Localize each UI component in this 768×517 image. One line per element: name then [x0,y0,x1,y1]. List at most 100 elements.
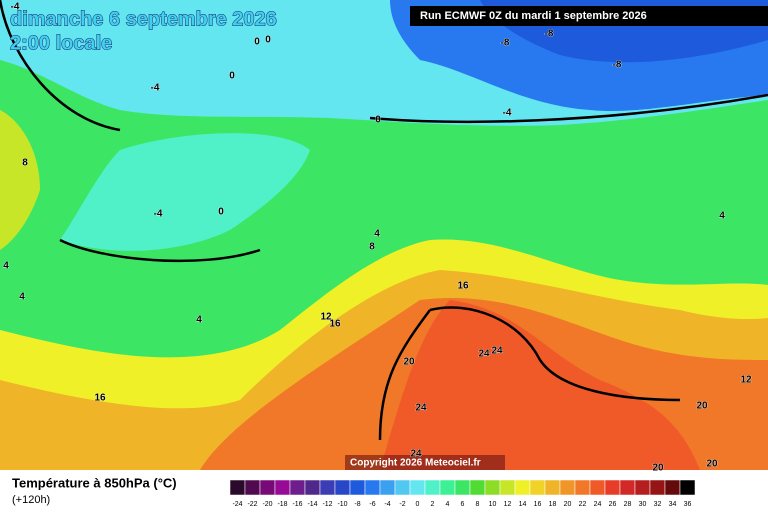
contour-label: 4 [196,315,202,326]
colorbar-label: 20 [564,501,572,508]
colorbar-swatch [409,479,426,496]
colorbar-label: -24 [232,501,242,508]
contour-label: 0 [254,37,260,48]
copyright: Copyright 2026 Meteociel.fr [350,458,481,469]
map-title: dimanche 6 septembre 2026 [10,8,277,30]
colorbar-swatch [454,479,471,496]
contour-label: -8 [545,29,554,40]
contour-label: 4 [3,261,9,272]
contour-label: 8 [369,242,375,253]
contour-label: -4 [154,209,163,220]
contour-label: 24 [410,449,422,460]
contour-label: 4 [19,292,25,303]
colorbar-label: 4 [446,501,450,508]
colorbar-swatch [574,479,591,496]
colorbar-swatch [364,479,381,496]
colorbar-label: 2 [431,501,435,508]
colorbar-label: -10 [337,501,347,508]
map-time: 2:00 locale [10,32,112,54]
colorbar-swatch [604,479,621,496]
colorbar-label: 0 [416,501,420,508]
colorbar-label: -18 [277,501,287,508]
colorbar-label: 34 [669,501,677,508]
colorbar-swatch [229,479,246,496]
colorbar-label: -22 [247,501,257,508]
colorbar-label: 16 [534,501,542,508]
colorbar-label: 32 [654,501,662,508]
colorbar-label: 6 [461,501,465,508]
colorbar-swatch [514,479,531,496]
colorbar-swatch [559,479,576,496]
colorbar-swatch [274,479,291,496]
contour-label: 20 [652,463,664,474]
colorbar-swatch [484,479,501,496]
colorbar-swatch [664,479,681,496]
colorbar-label: 10 [489,501,497,508]
contour-label: 12 [320,312,332,323]
colorbar: -24 -22 -20 -18 -16 -14 -12 -10 -8 -6 -4 -2 0 2 4 6 8 10 1… [229,479,696,508]
contour-label: 20 [403,357,415,368]
run-label: Run ECMWF 0Z du mardi 1 septembre 2026 [420,10,647,22]
contour-label: 20 [696,401,708,412]
run-box [410,6,768,26]
contour-label: 20 [706,459,718,470]
colorbar-swatch [649,479,666,496]
colorbar-swatch [349,479,366,496]
colorbar-swatch [529,479,546,496]
contour-label: 0 [218,207,224,218]
contour-label: 0 [265,35,271,46]
colorbar-swatch [244,479,261,496]
colorbar-label: -8 [354,501,360,508]
colorbar-label: 28 [624,501,632,508]
contour-label: 16 [329,319,341,330]
contour-label: 24 [491,346,503,357]
contour-label: 0 [375,115,381,126]
colorbar-swatch [544,479,561,496]
colorbar-label: 22 [579,501,587,508]
colorbar-swatch [394,479,411,496]
colorbar-label: -20 [262,501,272,508]
colorbar-swatch [469,479,486,496]
colorbar-label: -2 [399,501,405,508]
contour-label: 16 [94,393,106,404]
colorbar-label: -14 [307,501,317,508]
colorbar-label: -6 [369,501,375,508]
colorbar-swatch [589,479,606,496]
contour-label: -4 [503,108,512,119]
colorbar-swatch [499,479,516,496]
contour-label: -4 [11,2,20,13]
legend-title: Température à 850hPa (°C) [12,475,177,490]
contour-label: 24 [415,403,427,414]
colorbar-label: 18 [549,501,557,508]
colorbar-label: -4 [384,501,390,508]
contour-label: -8 [501,38,510,49]
contour-label: 24 [478,349,490,360]
colorbar-swatch [634,479,651,496]
colorbar-label: 26 [609,501,617,508]
colorbar-label: 30 [639,501,647,508]
colorbar-swatch [259,479,276,496]
colorbar-swatch [289,479,306,496]
contour-label: 0 [229,71,235,82]
colorbar-label: 14 [519,501,527,508]
colorbar-swatch [304,479,321,496]
colorbar-label: -16 [292,501,302,508]
contour-label: 4 [374,229,380,240]
legend-lead: (+120h) [12,494,50,506]
contour-label: -4 [151,83,160,94]
colorbar-swatch [379,479,396,496]
contour-label: 16 [457,281,469,292]
contour-label: 12 [740,375,752,386]
colorbar-swatch [424,479,441,496]
colorbar-swatch [439,479,456,496]
colorbar-label: -12 [322,501,332,508]
colorbar-label: 12 [504,501,512,508]
colorbar-swatch [619,479,636,496]
colorbar-swatch [679,479,696,496]
contour-label: -8 [613,60,622,71]
map-background [0,0,768,470]
contour-label: 4 [719,211,725,222]
